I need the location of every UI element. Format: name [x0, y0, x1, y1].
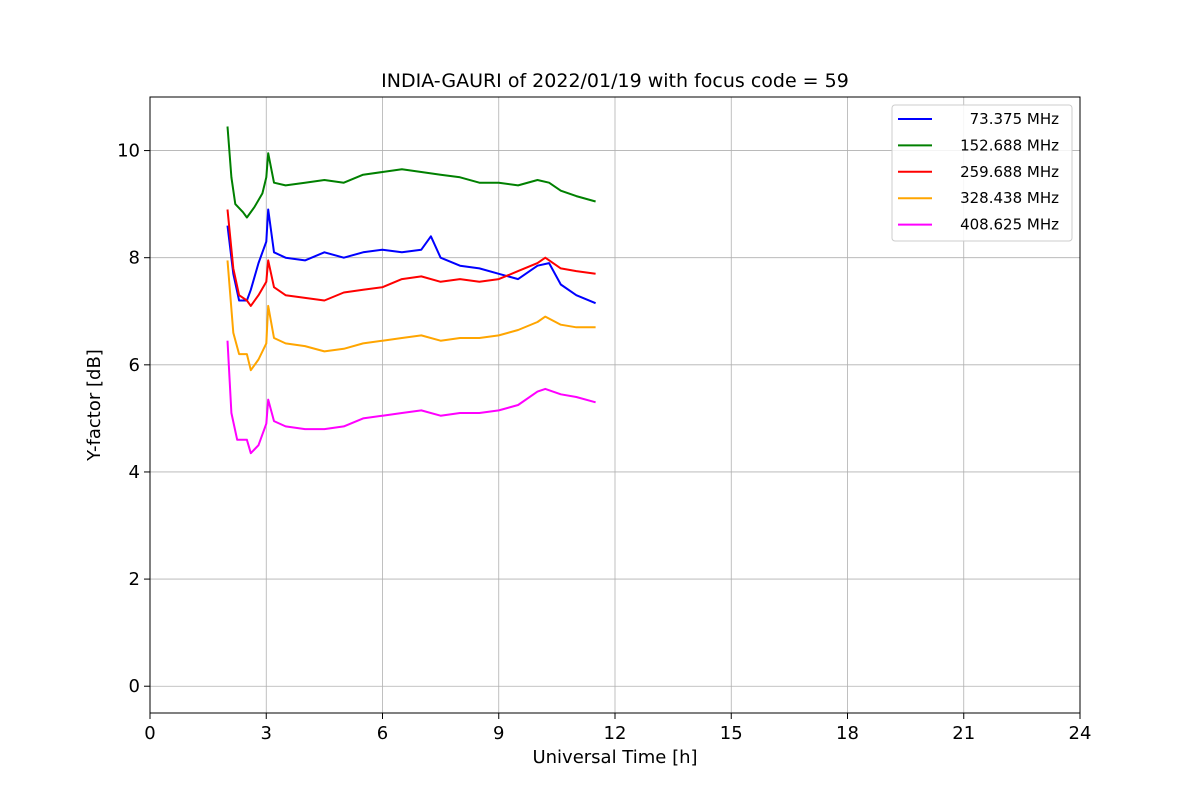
legend-box	[891, 104, 1073, 242]
chart-title: INDIA-GAURI of 2022/01/19 with focus cod…	[381, 70, 849, 92]
x-tick-label: 3	[261, 723, 272, 744]
legend-label: 259.688 MHz	[960, 163, 1059, 181]
legend-label: 73.375 MHz	[970, 110, 1059, 128]
y-tick-label: 10	[117, 141, 140, 162]
y-axis-label: Y-factor [dB]	[84, 349, 105, 462]
x-axis-label: Universal Time [h]	[532, 747, 697, 768]
x-tick-label: 9	[493, 723, 504, 744]
y-tick-label: 4	[129, 462, 140, 483]
series-line-5	[226, 340, 596, 455]
series-layer	[226, 126, 596, 455]
y-tick-label: 6	[129, 355, 140, 376]
x-tick-label: 18	[836, 723, 859, 744]
legend-label: 408.625 MHz	[960, 216, 1059, 234]
x-tick-label: 0	[144, 723, 155, 744]
x-tick-label: 15	[720, 723, 743, 744]
x-tick-label: 12	[604, 723, 627, 744]
x-tick-label: 21	[952, 723, 975, 744]
series-line-2	[226, 126, 596, 219]
legend-label: 152.688 MHz	[960, 136, 1059, 154]
series-line-3	[226, 209, 596, 307]
series-line-4	[226, 260, 596, 372]
y-tick-label: 8	[129, 248, 140, 269]
legend: 73.375 MHz 152.688 MHz 259.688 MHz 328.438 …	[891, 104, 1073, 242]
x-tick-label: 24	[1069, 723, 1092, 744]
y-tick-label: 2	[129, 569, 140, 590]
series-line-1	[226, 208, 596, 305]
y-tick-label: 0	[129, 676, 140, 697]
legend-label: 328.438 MHz	[960, 189, 1059, 207]
x-tick-label: 6	[377, 723, 388, 744]
